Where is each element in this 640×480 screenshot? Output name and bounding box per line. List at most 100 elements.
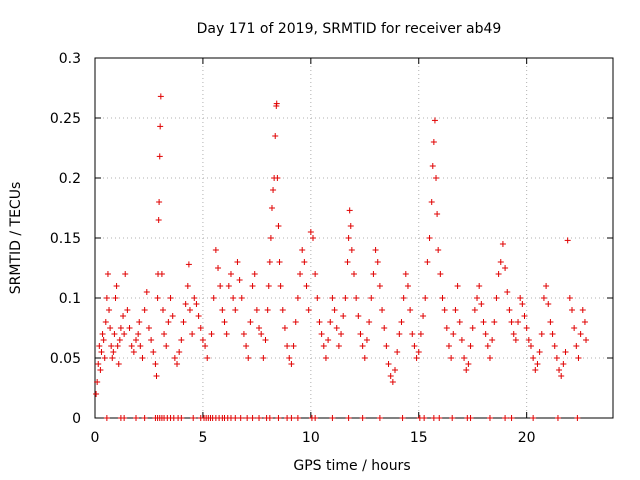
data-point <box>566 295 573 301</box>
data-point <box>303 283 310 289</box>
data-point <box>361 355 368 361</box>
data-point <box>348 247 355 253</box>
data-point <box>430 415 437 421</box>
data-point <box>312 271 319 277</box>
data-point <box>482 331 489 337</box>
data-point <box>519 301 526 307</box>
data-point <box>398 319 405 325</box>
data-point <box>436 415 443 421</box>
data-point <box>158 271 165 277</box>
x-tick-label: 15 <box>410 430 428 446</box>
data-point <box>161 331 168 337</box>
data-point <box>389 379 396 385</box>
data-point <box>465 361 472 367</box>
data-point <box>420 313 427 319</box>
data-point <box>553 355 560 361</box>
data-point <box>359 343 366 349</box>
data-point <box>182 301 189 307</box>
data-point <box>448 355 455 361</box>
data-point <box>107 325 114 331</box>
data-point <box>199 337 206 343</box>
x-tick-label: 5 <box>198 430 207 446</box>
data-point <box>571 325 578 331</box>
data-point <box>318 331 325 337</box>
data-point <box>176 349 183 355</box>
data-point <box>558 373 565 379</box>
data-point <box>174 361 181 367</box>
data-point <box>551 343 558 349</box>
data-point <box>171 355 178 361</box>
data-point <box>437 271 444 277</box>
data-point <box>368 295 375 301</box>
data-point <box>340 313 347 319</box>
data-point <box>476 283 483 289</box>
data-point <box>244 415 251 421</box>
data-point <box>290 343 297 349</box>
data-point <box>383 343 390 349</box>
data-point <box>130 349 137 355</box>
data-point <box>288 361 295 367</box>
data-point <box>560 361 567 367</box>
data-point <box>286 355 293 361</box>
data-point <box>329 295 336 301</box>
data-point <box>100 337 107 343</box>
data-point <box>245 355 252 361</box>
data-point <box>193 301 200 307</box>
data-point <box>351 271 357 277</box>
data-point <box>110 349 117 355</box>
data-point <box>232 307 239 313</box>
data-point <box>469 325 476 331</box>
data-point <box>325 337 332 343</box>
data-point <box>486 355 493 361</box>
data-point <box>249 283 256 289</box>
data-point <box>394 349 401 355</box>
data-point <box>137 343 144 349</box>
data-point <box>508 415 515 421</box>
data-point <box>385 361 392 367</box>
x-tick-labels: 0 5 10 15 20 <box>91 430 536 446</box>
data-point <box>452 307 459 313</box>
data-point <box>232 415 239 421</box>
data-point <box>449 415 456 421</box>
data-point <box>493 295 500 301</box>
data-point <box>148 337 155 343</box>
data-point <box>103 415 110 421</box>
data-point <box>422 295 429 301</box>
data-point <box>154 295 161 301</box>
data-point <box>108 343 115 349</box>
data-point <box>392 367 399 373</box>
data-point <box>297 271 304 277</box>
data-point <box>251 271 258 277</box>
data-point <box>156 199 163 205</box>
data-point <box>314 295 321 301</box>
data-point <box>197 325 204 331</box>
data-point <box>342 295 349 301</box>
data-point <box>169 313 176 319</box>
data-point <box>256 325 263 331</box>
data-point <box>574 415 581 421</box>
data-point <box>545 301 552 307</box>
data-point <box>227 271 234 277</box>
data-point <box>279 307 286 313</box>
data-point <box>357 331 364 337</box>
data-point <box>376 283 383 289</box>
data-point <box>347 223 354 229</box>
data-point <box>426 235 433 241</box>
data-point <box>536 349 543 355</box>
y-tick-label: 0.25 <box>50 111 81 127</box>
data-point <box>316 319 323 325</box>
y-tick-label: 0.15 <box>50 231 81 247</box>
data-point <box>467 343 474 349</box>
data-point <box>363 337 370 343</box>
data-point <box>463 367 470 373</box>
data-point <box>491 319 498 325</box>
data-point <box>402 271 409 277</box>
data-point <box>152 361 159 367</box>
y-tick-labels: 0 0.05 0.1 0.15 0.2 0.25 0.3 <box>50 51 81 427</box>
data-point <box>489 337 496 343</box>
data-point <box>240 331 247 337</box>
chart-title: Day 171 of 2019, SRMTID for receiver ab4… <box>197 21 502 37</box>
data-point <box>527 343 534 349</box>
data-point <box>396 331 403 337</box>
